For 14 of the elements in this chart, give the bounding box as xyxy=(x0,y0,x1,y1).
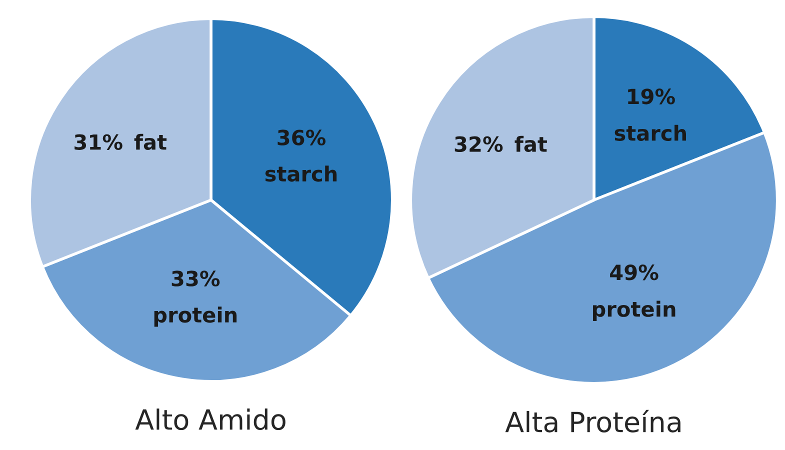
data-label: 33% xyxy=(172,270,220,286)
slice-label: starch xyxy=(614,124,686,141)
text: Alto Amido xyxy=(135,408,286,430)
slice-label: fat xyxy=(514,136,547,152)
data-label: 32% xyxy=(454,136,503,152)
slice-label: protein xyxy=(593,300,676,321)
data-label: 19% xyxy=(628,88,675,104)
data-label: 49% xyxy=(610,264,658,280)
data-label: 36% xyxy=(278,130,326,146)
slice-label: protein xyxy=(154,306,237,327)
slice-label: starch xyxy=(265,166,337,182)
data-label: 31% xyxy=(74,134,122,150)
text: Alta Proteína xyxy=(505,410,680,432)
slice-label: fat xyxy=(134,134,167,150)
